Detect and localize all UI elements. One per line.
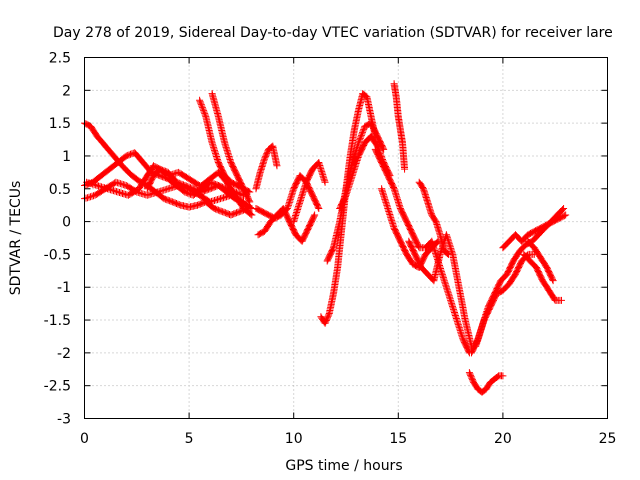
data-point-markers — [252, 172, 323, 222]
data-point-markers — [520, 250, 565, 304]
y-tick-label: 1 — [62, 149, 71, 165]
series-arc-06 — [196, 96, 254, 196]
data-point-markers — [252, 142, 281, 193]
series-arc-26 — [524, 237, 557, 285]
series-arc-08 — [198, 168, 256, 219]
data-point-markers — [198, 168, 256, 219]
y-tick-label: 2 — [62, 83, 71, 99]
series-arc-24 — [499, 211, 570, 252]
data-point-markers — [415, 178, 453, 258]
series-arc-11 — [252, 172, 323, 222]
series-arc-12 — [290, 159, 329, 226]
points-layer — [81, 80, 570, 396]
series-arc-25 — [520, 250, 565, 304]
y-tick-label: 1.5 — [49, 116, 71, 132]
x-tick-label: 5 — [185, 431, 194, 447]
y-tick-label: 0.5 — [49, 182, 71, 198]
y-tick-label: -2.5 — [44, 379, 71, 395]
chart-title: Day 278 of 2019, Sidereal Day-to-day VTE… — [53, 25, 613, 41]
y-tick-label: 2.5 — [49, 51, 71, 67]
y-tick-label: -1 — [57, 280, 71, 296]
y-axis-label: SDTVAR / TECUs — [8, 181, 24, 296]
series-arc-09 — [252, 142, 281, 193]
plot-frame — [84, 57, 608, 419]
x-tick-label: 15 — [389, 431, 407, 447]
y-tick-label: -3 — [57, 412, 71, 428]
data-point-markers — [208, 90, 254, 206]
data-point-markers — [196, 96, 254, 196]
series-arc-19 — [405, 231, 476, 350]
data-point-markers — [465, 369, 507, 396]
series-arc-20 — [415, 178, 453, 258]
data-point-markers — [524, 237, 557, 285]
y-tick-label: 0 — [62, 215, 71, 231]
y-tick-label: -2 — [57, 346, 71, 362]
x-tick-label: 0 — [80, 431, 89, 447]
y-tick-label: -0.5 — [44, 247, 71, 263]
x-tick-label: 25 — [599, 431, 617, 447]
x-axis-label: GPS time / hours — [285, 458, 402, 474]
series-arc-21 — [465, 369, 507, 396]
data-point-markers — [499, 211, 570, 252]
x-tick-label: 20 — [494, 431, 512, 447]
series-arc-16 — [390, 80, 409, 173]
x-tick-label: 10 — [285, 431, 303, 447]
data-point-markers — [290, 159, 329, 226]
y-tick-label: -1.5 — [44, 313, 71, 329]
axis-layer: 0 5 10 15 20 25 -3 -2.5 -2 -1.5 -1 -0.5 0 0.5 1 1.5 2 2.5 — [44, 51, 617, 448]
data-point-markers — [390, 80, 409, 173]
data-point-markers — [405, 231, 476, 350]
series-arc-07 — [208, 90, 254, 206]
